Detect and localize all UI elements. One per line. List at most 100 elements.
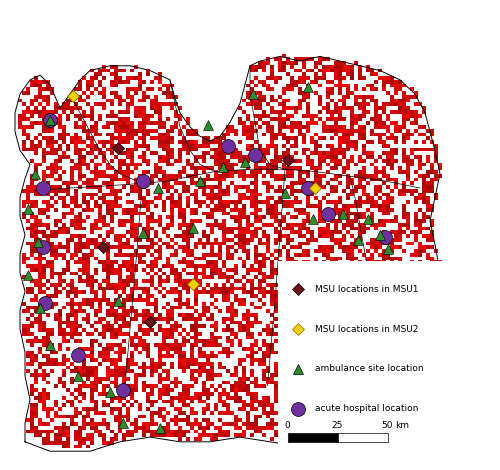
Bar [118,351,122,354]
Bar [82,253,86,257]
Bar [50,189,54,193]
Bar [274,298,278,302]
Bar [30,343,34,347]
Bar [382,347,386,351]
Bar [362,433,366,437]
Bar [34,99,38,102]
Bar [230,396,234,400]
Bar [386,264,390,268]
Bar [226,185,230,189]
Bar [46,87,50,91]
Bar [306,437,310,441]
Bar [382,257,386,260]
Bar [142,366,146,369]
Bar [358,321,362,324]
Bar [302,133,306,136]
Bar [94,403,98,407]
Bar [30,411,34,415]
Bar [142,80,146,84]
Bar [254,306,258,309]
Bar [434,148,438,151]
Bar [142,298,146,302]
Bar [202,384,206,388]
Bar [154,433,158,437]
Bar [230,332,234,336]
Bar [286,392,290,396]
Bar [30,249,34,253]
Bar [110,328,114,332]
Bar [78,155,82,159]
Bar [322,377,326,381]
Bar [266,166,270,170]
Bar [254,84,258,87]
Bar [306,294,310,298]
Bar [302,125,306,129]
Bar [250,91,254,95]
Bar [362,114,366,118]
Bar [158,362,162,366]
Bar [326,317,330,321]
Bar [174,125,178,129]
Bar [418,313,422,317]
Bar [98,212,102,215]
Bar [74,151,78,155]
Bar [370,72,374,76]
Bar [118,430,122,433]
Bar [50,343,54,347]
Bar [118,422,122,426]
Bar [178,294,182,298]
Bar [270,144,274,148]
Bar [218,245,222,249]
Bar [334,324,338,328]
Bar [346,144,350,148]
Bar [166,275,170,279]
Bar [386,114,390,118]
Bar [194,343,198,347]
Bar [438,163,442,166]
Bar [130,245,134,249]
Bar [318,208,322,212]
Bar [254,351,258,354]
Bar [278,230,282,234]
Bar [78,426,82,430]
Bar [230,200,234,204]
Bar [226,290,230,294]
Bar [294,208,298,212]
Bar [178,418,182,422]
Bar [422,219,426,223]
Bar [366,208,370,212]
Bar [422,193,426,196]
Bar [346,268,350,272]
Bar [194,287,198,290]
Bar [98,189,102,193]
Bar [82,163,86,166]
Bar [342,358,346,362]
Bar [42,257,46,260]
Bar [82,302,86,306]
Bar [246,426,250,430]
Bar [262,242,266,245]
Bar [278,125,282,129]
Bar [178,430,182,433]
Bar [366,181,370,185]
Bar [394,279,398,283]
Bar [90,181,94,185]
Bar [34,151,38,155]
Bar [254,99,258,102]
Bar [78,324,82,328]
Bar [410,133,414,136]
Bar [82,437,86,441]
Bar [62,426,66,430]
Bar [138,223,142,227]
Bar [378,313,382,317]
Bar [242,260,246,264]
Bar [310,396,314,400]
Bar [402,223,406,227]
Bar [26,328,30,332]
Bar [238,208,242,212]
Bar [70,422,74,426]
Bar [90,358,94,362]
Bar [342,234,346,238]
Bar [402,140,406,144]
Bar [326,118,330,121]
